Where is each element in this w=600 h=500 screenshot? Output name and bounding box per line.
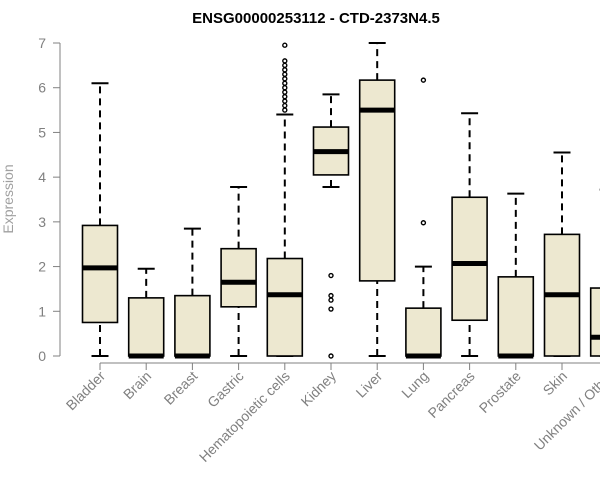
x-tick-label: Lung (398, 368, 431, 401)
box (266, 257, 304, 357)
outlier-point (328, 272, 334, 279)
outlier-point (328, 306, 334, 312)
y-tick-label: 5 (38, 124, 46, 140)
box-group (127, 267, 165, 359)
box (589, 287, 600, 357)
y-tick-label: 4 (38, 169, 46, 185)
box-group (220, 185, 257, 357)
x-tick-label: Bladder (63, 368, 109, 414)
box-group (358, 42, 396, 357)
outlier-point (282, 76, 288, 82)
box-group (81, 82, 119, 357)
box (497, 276, 535, 357)
y-tick-label: 7 (38, 35, 46, 51)
x-tick-label: Hematopoietic cells (196, 368, 293, 465)
box-group (266, 42, 304, 357)
outlier-point (282, 85, 288, 91)
y-tick-label: 3 (38, 214, 46, 230)
x-tick-label: Kidney (298, 368, 340, 410)
y-tick-label: 6 (38, 80, 46, 96)
outlier-point (282, 89, 288, 95)
outlier-point (328, 297, 334, 303)
x-tick-label: Brain (120, 368, 154, 402)
y-tick-label: 1 (38, 303, 46, 319)
box (174, 294, 211, 357)
box-group (312, 93, 350, 359)
x-tick-label: Gastric (204, 368, 247, 411)
y-axis: 0 1 2 3 4 5 6 7 (38, 35, 61, 364)
outlier-point (282, 71, 288, 78)
y-tick-label: 2 (38, 259, 46, 275)
box-group (589, 188, 600, 357)
box (405, 307, 442, 357)
outlier-point (328, 353, 334, 359)
x-tick-label: Prostate (476, 368, 524, 416)
box-group (497, 192, 535, 359)
x-tick-label: Pancreas (425, 368, 478, 421)
box (81, 224, 119, 324)
outlier-point (282, 80, 288, 86)
box (451, 196, 488, 322)
outlier-point (282, 98, 288, 104)
box-group (174, 227, 211, 359)
box-group (405, 77, 442, 359)
outlier-point (282, 107, 288, 113)
box-group (451, 112, 488, 357)
x-tick-label: Liver (353, 368, 386, 401)
outlier-point (282, 58, 288, 64)
box-group (543, 151, 581, 357)
box-series (81, 42, 600, 359)
outlier-point (282, 62, 288, 69)
x-tick-label: Breast (161, 368, 201, 408)
outlier-point (282, 42, 288, 48)
x-tick-label: Skin (540, 368, 571, 399)
outlier-point (282, 67, 288, 73)
outlier-point (420, 220, 427, 226)
box (220, 247, 257, 308)
outlier-point (282, 93, 288, 100)
outlier-point (282, 102, 288, 109)
outlier-point (420, 77, 427, 83)
y-axis-title: Expression (0, 164, 16, 233)
outlier-point (328, 292, 334, 299)
y-tick-label: 0 (38, 348, 46, 364)
box (127, 297, 165, 357)
box (358, 79, 396, 282)
chart-title: ENSG00000253112 - CTD-2373N4.5 (192, 10, 440, 27)
